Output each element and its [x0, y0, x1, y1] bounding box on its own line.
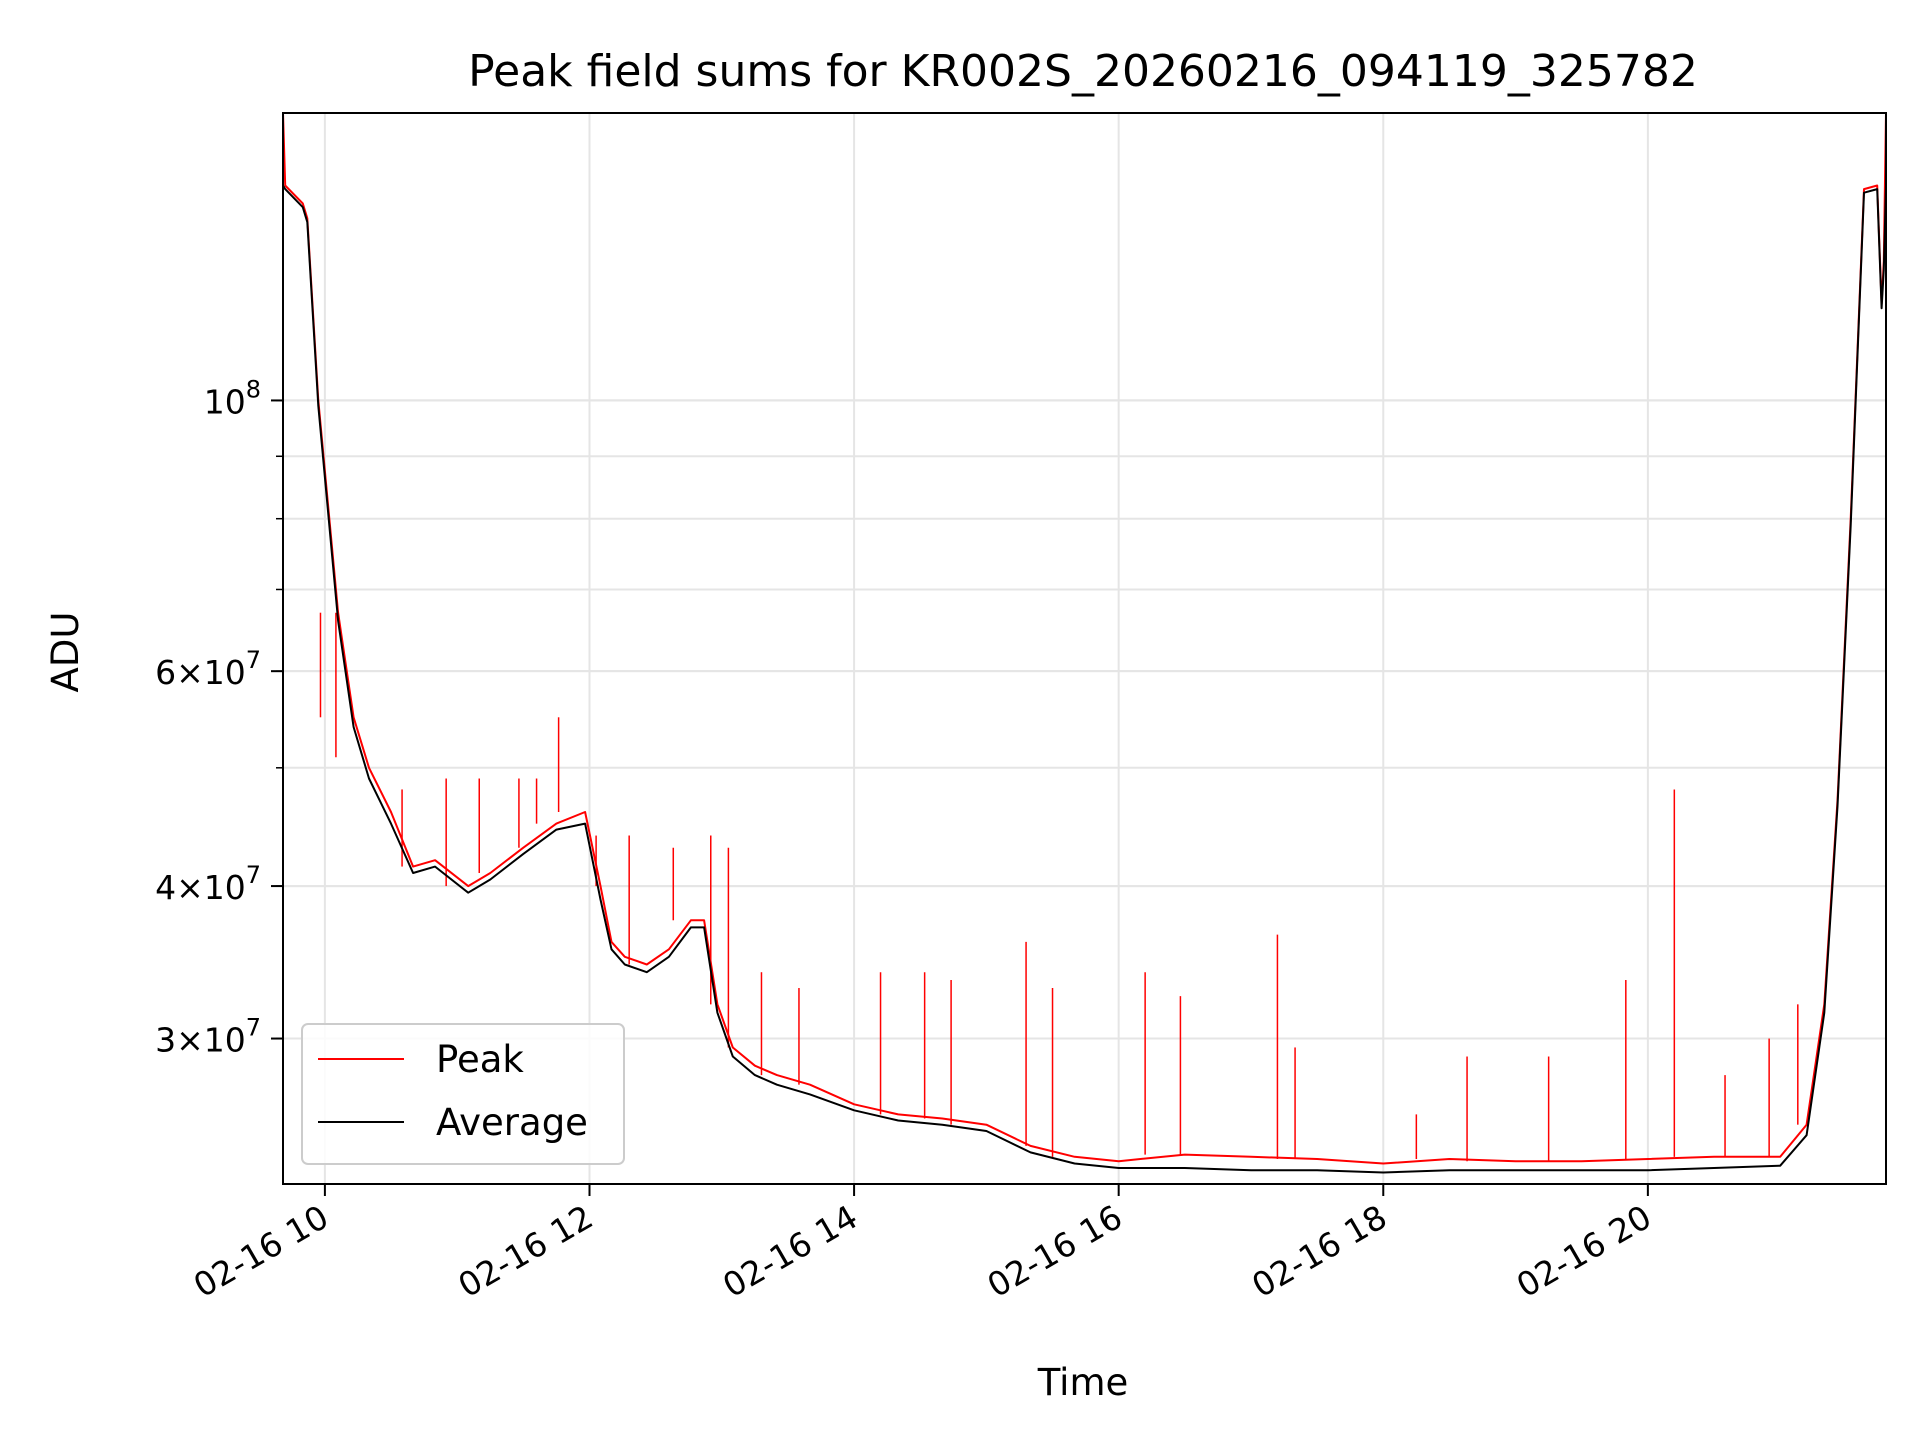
plot-frame	[282, 112, 1887, 1185]
x-axis-label: Time	[1037, 1361, 1129, 1404]
series-line-peak	[282, 112, 1887, 1165]
y-tick-label: 4×107	[155, 861, 261, 907]
grid-lines	[283, 113, 1886, 1184]
chart-title: Peak field sums for KR002S_20260216_0941…	[468, 46, 1698, 97]
legend-label-average: Average	[436, 1101, 588, 1144]
y-tick-label: 6×107	[155, 646, 261, 692]
legend-label-peak: Peak	[436, 1038, 524, 1081]
series-line-average	[282, 184, 1887, 1174]
legend: Peak Average	[301, 1023, 625, 1165]
y-tick-label: 3×107	[155, 1014, 261, 1060]
y-axis-label: ADU	[44, 612, 87, 693]
y-tick-label: 108	[204, 375, 261, 421]
plot-series	[282, 112, 1887, 1174]
